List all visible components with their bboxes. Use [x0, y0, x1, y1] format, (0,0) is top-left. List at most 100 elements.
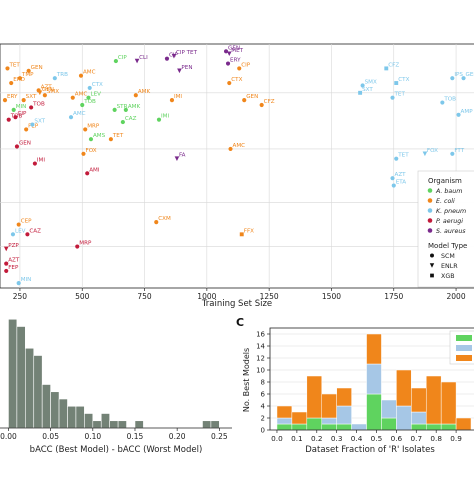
scatter-point-label: CAZ [125, 116, 137, 122]
legend-box [417, 170, 474, 288]
stacked-histogram-x-tick-label: 0.8 [430, 434, 442, 443]
legend-model-marker [429, 263, 435, 268]
scatter-point [391, 183, 396, 188]
scatter-x-tick-label: 250 [13, 292, 28, 301]
stacked-histogram-bar-segment [306, 375, 322, 419]
scatter-point-label: FFX [244, 228, 254, 234]
scatter-x-tick-label: 1750 [384, 292, 403, 301]
scatter-point [86, 95, 91, 100]
stacked-histogram-legend-swatch [456, 335, 472, 341]
histogram-bar [50, 391, 60, 429]
stacked-histogram-bar-segment [381, 417, 397, 431]
stacked-histogram-bar-segment [276, 423, 293, 431]
scatter-point-label: TET [397, 153, 409, 159]
scatter-point [358, 90, 363, 95]
scatter-x-tick-label: 500 [75, 292, 90, 301]
scatter-point [123, 107, 128, 112]
histogram-bar [33, 355, 43, 429]
legend-organism-marker [427, 188, 433, 193]
legend-organism-label: K. pneum [436, 208, 466, 215]
stacked-histogram-y-tick-label: 2 [261, 415, 265, 423]
stacked-histogram-x-tick-label: 0.3 [331, 434, 343, 443]
stacked-histogram-bar-segment [276, 417, 293, 425]
legend-organism-label: S. aureus [436, 228, 466, 235]
scatter-point [83, 127, 88, 132]
stacked-histogram-bar-segment [336, 405, 352, 425]
scatter-x-tick-label: 1500 [322, 292, 341, 301]
scatter-point-label: AZT [8, 258, 20, 264]
legend-organism-label: A. baum [435, 188, 462, 195]
scatter-point [390, 95, 395, 100]
scatter-point-label: GEN [228, 45, 240, 51]
scatter-point [70, 95, 75, 100]
scatter-point [120, 120, 125, 125]
scatter-point [11, 107, 16, 112]
scatter-point-label: SMX [47, 89, 59, 95]
scatter-point-label: CIP TET [176, 50, 198, 56]
scatter-point [87, 85, 92, 90]
scatter-point-label: MIN [16, 104, 27, 110]
scatter-point-label: FEP [28, 123, 39, 129]
scatter-point-label: MET [231, 48, 243, 54]
stacked-histogram-x-axis-label: Dataset Fraction of 'R' Isolates [305, 445, 435, 455]
scatter-point [24, 127, 29, 132]
scatter-point-label: TMP [21, 72, 34, 78]
histogram-x-tick-label: 0.20 [169, 432, 186, 441]
stacked-histogram-bar-segment [440, 423, 457, 431]
stacked-histogram-x-tick-label: 0.4 [351, 434, 363, 443]
scatter-point-label: LEV [90, 92, 101, 98]
scatter-point-label: LEV [15, 228, 26, 234]
scatter-point-label: GEN [466, 72, 474, 78]
scatter-point-label: MRP [79, 241, 92, 247]
scatter-point-label: SXT [362, 87, 373, 93]
scatter-point-label: AMC [73, 111, 86, 117]
scatter-point [42, 93, 47, 98]
scatter-point-label: CTX [398, 77, 409, 83]
stacked-histogram-x-tick-label: 0.1 [291, 434, 303, 443]
stacked-histogram-frame [269, 327, 474, 431]
stacked-histogram-bar-segment [336, 423, 352, 431]
scatter-point [5, 66, 10, 71]
scatter-point-label: TET [394, 92, 406, 98]
histogram-bar [75, 405, 85, 429]
legend-organism-title: Organism [428, 177, 462, 185]
stacked-histogram-bar-segment [396, 369, 412, 407]
stacked-histogram-x-tick-label: 0.9 [450, 434, 462, 443]
scatter-point-label: GEN [42, 87, 54, 93]
scatter-point [13, 115, 18, 120]
panel-c-label: C [236, 316, 244, 329]
scatter-point [461, 76, 466, 81]
stacked-histogram-bar-segment [321, 417, 337, 425]
stacked-histogram-panel: C 0 2 4 6 8 10 12 14 16 0.0 0.1 0.2 0.3 0.4 0.5 0.6 0.7… [236, 316, 474, 455]
scatter-point [85, 171, 90, 176]
legend-organism-label: P. aerugi [436, 218, 463, 225]
stacked-histogram-bar-segment [425, 375, 442, 425]
stacked-histogram-bar-segment [425, 423, 442, 431]
scatter-point-label: AMI [89, 167, 100, 173]
scatter-point-label: ETA [396, 180, 407, 186]
scatter-point [6, 117, 11, 122]
scatter-point-label: IMI [161, 114, 169, 120]
scatter-point [30, 122, 35, 127]
histogram-bar [117, 420, 127, 429]
scatter-point [21, 98, 26, 103]
histogram-bar [41, 384, 51, 429]
scatter-point-label: TET [112, 133, 124, 139]
scatter-x-ticks: 250 500 750 1000 1250 1500 1750 2000 [13, 288, 466, 301]
scatter-point [394, 81, 399, 85]
scatter-point [259, 102, 264, 108]
scatter-point-label: AMK [138, 89, 151, 95]
stacked-histogram-x-ticks: 0.0 0.1 0.2 0.3 0.4 0.5 0.6 0.7 0.8 0.9 [271, 430, 462, 443]
scatter-point [384, 66, 389, 71]
scatter-point [112, 107, 117, 112]
scatter-point [237, 66, 242, 71]
scatter-point-label: CXM [158, 216, 171, 222]
scatter-point [223, 49, 229, 54]
stacked-histogram-legend-swatch [456, 355, 472, 361]
scatter-point [422, 151, 428, 157]
stacked-histogram-y-tick-label: 4 [261, 403, 266, 411]
scatter-point [78, 73, 84, 78]
scatter-point-label: GEN [19, 140, 31, 146]
scatter-point-label: AMC [75, 92, 88, 98]
